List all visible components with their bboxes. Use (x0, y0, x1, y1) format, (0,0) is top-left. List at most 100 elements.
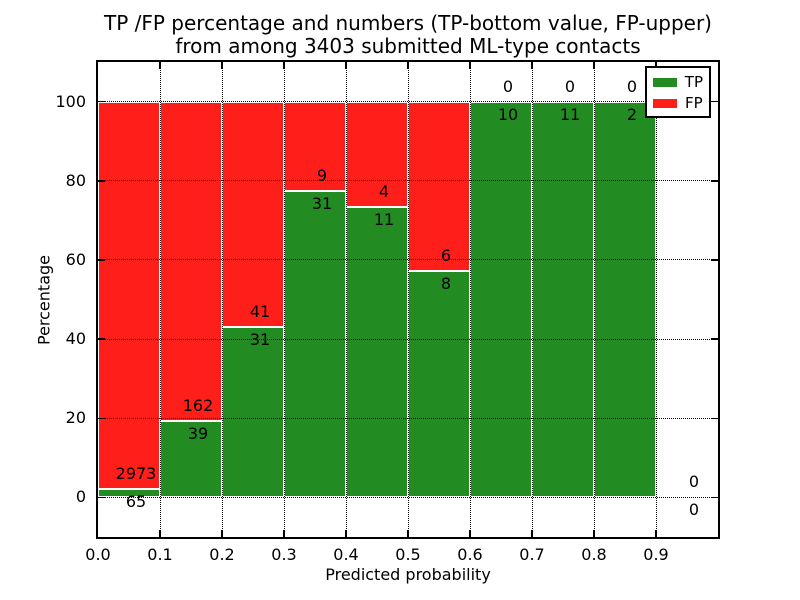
x-tick-mark (531, 530, 533, 537)
bar-tp-0.4-0.5 (346, 207, 408, 498)
gridline-horizontal (98, 180, 718, 182)
chart-title: TP /FP percentage and numbers (TP-bottom… (96, 12, 720, 58)
legend: TP FP (645, 66, 711, 118)
fp-count-label: 0 (688, 472, 700, 492)
tp-count-label: 10 (497, 104, 519, 124)
legend-swatch-fp (653, 98, 677, 108)
y-tick-label: 40 (65, 329, 86, 349)
legend-label-tp: TP (684, 72, 703, 91)
bar-fp-0.5-0.6 (408, 101, 470, 272)
gridline-vertical (221, 62, 223, 537)
x-tick-label: 0.4 (333, 545, 359, 564)
fp-count-label: 9 (316, 165, 328, 185)
y-tick-mark (98, 180, 105, 182)
gridline-vertical (345, 62, 347, 537)
bar-fp-0.0-0.1 (98, 101, 160, 489)
tp-count-label: 11 (559, 104, 581, 124)
y-tick-label: 0 (75, 487, 86, 507)
bar-tp-0.6-0.7 (470, 101, 532, 498)
y-tick-label: 100 (55, 91, 86, 111)
x-tick-mark (407, 62, 409, 69)
legend-entry-fp: FP (653, 95, 703, 111)
x-tick-mark (283, 530, 285, 537)
y-tick-label: 80 (65, 170, 86, 190)
x-tick-label: 0.0 (85, 545, 111, 564)
x-tick-label: 0.2 (209, 545, 235, 564)
y-tick-mark (711, 417, 718, 419)
gridline-vertical (531, 62, 533, 537)
y-tick-mark (98, 259, 105, 261)
gridline-vertical (593, 62, 595, 537)
tp-count-label: 65 (125, 491, 147, 511)
y-tick-mark (711, 496, 718, 499)
fp-count-label: 0 (502, 76, 514, 96)
fp-count-label: 0 (564, 76, 576, 96)
y-tick-mark (711, 338, 718, 340)
legend-label-fp: FP (685, 93, 703, 112)
x-tick-mark (407, 530, 409, 537)
fp-count-label: 2973 (115, 463, 157, 483)
y-tick-mark (98, 496, 105, 499)
legend-swatch-tp (653, 77, 677, 87)
x-tick-mark (593, 530, 595, 537)
x-tick-mark (469, 530, 471, 537)
fp-count-label: 162 (182, 395, 214, 415)
x-tick-label: 0.7 (519, 545, 545, 564)
x-tick-mark (593, 62, 595, 69)
y-tick-mark (711, 100, 718, 103)
x-tick-mark (655, 62, 657, 69)
tp-count-label: 8 (440, 274, 452, 294)
x-tick-mark (655, 530, 657, 537)
bar-tp-0.2-0.3 (222, 326, 284, 498)
gridline-vertical (283, 62, 285, 537)
x-tick-mark (221, 530, 223, 537)
x-tick-label: 0.8 (581, 545, 607, 564)
gridline-vertical (407, 62, 409, 537)
x-axis-label: Predicted probability (325, 565, 491, 584)
gridline-horizontal (98, 338, 718, 340)
y-tick-mark (711, 180, 718, 182)
bar-fp-0.1-0.2 (160, 101, 222, 421)
tp-count-label: 2 (626, 104, 638, 124)
x-tick-label: 0.6 (457, 545, 483, 564)
x-tick-mark (345, 530, 347, 537)
gridline-vertical (159, 62, 161, 537)
chart-title-line2: from among 3403 submitted ML-type contac… (175, 34, 641, 58)
plot-canvas: TP FP 2973 65 162 39 41 31 9 31 4 11 6 8 0 10 0 11 0 2 0 0 (98, 62, 718, 537)
x-tick-label: 0.5 (395, 545, 421, 564)
gridline-vertical (469, 62, 471, 537)
x-tick-mark (469, 62, 471, 69)
bar-tp-0.8-0.9 (594, 101, 656, 498)
fp-count-label: 6 (440, 246, 452, 266)
x-tick-mark (159, 62, 161, 69)
chart-title-line1: TP /FP percentage and numbers (TP-bottom… (104, 11, 712, 35)
x-tick-label: 0.9 (643, 545, 669, 564)
tp-count-label: 39 (187, 423, 209, 443)
x-tick-mark (531, 62, 533, 69)
bar-tp-0.5-0.6 (408, 271, 470, 498)
gridline-horizontal (98, 101, 718, 103)
bar-fp-0.4-0.5 (346, 101, 408, 208)
x-tick-mark (221, 62, 223, 69)
gridline-horizontal (98, 417, 718, 419)
gridline-horizontal (98, 496, 718, 498)
tp-count-label: 11 (373, 210, 395, 230)
plot-area: TP FP 2973 65 162 39 41 31 9 31 4 11 6 8 0 10 0 11 0 2 0 0 (96, 60, 720, 539)
tp-count-label: 31 (249, 329, 271, 349)
y-tick-label: 60 (65, 249, 86, 269)
x-tick-mark (345, 62, 347, 69)
bar-fp-0.2-0.3 (222, 101, 284, 327)
y-tick-label: 20 (65, 408, 86, 428)
tp-count-label: 31 (311, 193, 333, 213)
x-tick-mark (159, 530, 161, 537)
legend-entry-tp: TP (653, 74, 703, 90)
gridline-vertical (655, 62, 657, 537)
y-tick-mark (98, 417, 105, 419)
tp-count-label: 0 (688, 500, 700, 520)
gridline-horizontal (98, 259, 718, 261)
x-tick-mark (283, 62, 285, 69)
fp-count-label: 4 (378, 182, 390, 202)
bar-tp-0.7-0.8 (532, 101, 594, 498)
y-tick-mark (98, 100, 105, 103)
